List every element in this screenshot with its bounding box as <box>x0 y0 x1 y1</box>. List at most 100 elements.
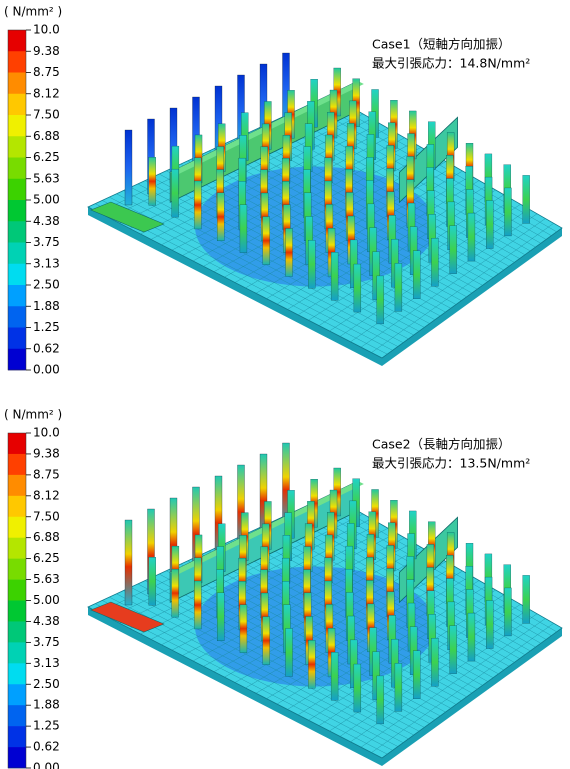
column <box>523 575 530 623</box>
legend-label: 4.38 <box>33 214 60 228</box>
legend-label: 1.88 <box>33 698 60 712</box>
legend-label: 2.50 <box>33 677 60 691</box>
legend-unit: ( N/mm² ) <box>4 408 62 422</box>
panel: ( N/mm² ) 10.0 9.38 8.75 8.12 7.50 6.88 6.25 5.6… <box>4 5 562 377</box>
legend-label: 5.00 <box>33 193 60 207</box>
column <box>217 593 224 641</box>
column <box>172 169 179 217</box>
legend-label: 3.75 <box>33 235 60 249</box>
column <box>395 263 402 311</box>
column <box>172 569 179 617</box>
legend-band <box>8 580 26 601</box>
legend-label: 1.88 <box>33 299 60 313</box>
legend-band <box>8 328 26 350</box>
legend-band <box>8 517 26 538</box>
case-title: Case2（長軸方向加振） <box>372 437 511 452</box>
column <box>413 651 420 699</box>
legend-label: 8.12 <box>33 86 60 100</box>
legend-band <box>8 433 26 454</box>
column <box>354 664 361 712</box>
legend-label: 6.25 <box>33 150 60 164</box>
column <box>263 617 270 665</box>
legend-band <box>8 747 26 768</box>
legend-unit: ( N/mm² ) <box>4 5 62 19</box>
column <box>486 201 493 249</box>
column <box>354 264 361 312</box>
legend-label: 6.88 <box>33 129 60 143</box>
legend-label: 3.13 <box>33 656 60 670</box>
column <box>377 276 384 324</box>
case-title: Case1（短軸方向加振） <box>372 37 511 52</box>
legend-band <box>8 285 26 307</box>
column <box>194 181 201 229</box>
legend-label: 6.25 <box>33 551 60 565</box>
legend-band <box>8 200 26 222</box>
legend-label: 8.75 <box>33 65 60 79</box>
column <box>431 238 438 286</box>
legend-label: 6.88 <box>33 530 60 544</box>
legend-band <box>8 30 26 52</box>
legend-band <box>8 621 26 642</box>
column <box>217 193 224 241</box>
column <box>468 213 475 261</box>
legend-band <box>8 179 26 201</box>
max-stress: 最大引張応力：13.5N/mm² <box>372 456 530 471</box>
column <box>431 638 438 686</box>
legend-band <box>8 136 26 158</box>
column <box>331 652 338 700</box>
legend-label: 1.25 <box>33 719 60 733</box>
legend-label: 10.0 <box>33 426 60 440</box>
column <box>308 640 315 688</box>
column <box>308 240 315 288</box>
legend-label: 5.63 <box>33 171 60 185</box>
legend-band <box>8 243 26 265</box>
legend-band <box>8 475 26 496</box>
column <box>523 175 530 223</box>
legend-band <box>8 94 26 116</box>
figure: ( N/mm² ) 10.0 9.38 8.75 8.12 7.50 6.88 6.25 5.6… <box>0 0 570 769</box>
legend-label: 10.0 <box>33 23 60 37</box>
column <box>450 626 457 674</box>
legend-band <box>8 601 26 622</box>
legend-label: 4.38 <box>33 614 60 628</box>
column <box>413 251 420 299</box>
column <box>331 252 338 300</box>
tall-column <box>125 130 132 205</box>
column <box>149 557 156 605</box>
max-stress: 最大引張応力：14.8N/mm² <box>372 56 530 71</box>
legend-label: 8.12 <box>33 488 60 502</box>
column <box>240 205 247 253</box>
legend-label: 1.25 <box>33 320 60 334</box>
legend-label: 0.00 <box>33 363 60 377</box>
column <box>395 663 402 711</box>
column <box>486 601 493 649</box>
legend-label: 8.75 <box>33 467 60 481</box>
column <box>194 581 201 629</box>
legend-band <box>8 51 26 73</box>
column <box>149 157 156 205</box>
column <box>504 588 511 636</box>
legend-label: 9.38 <box>33 44 60 58</box>
legend-band <box>8 73 26 95</box>
legend-band <box>8 454 26 475</box>
legend-band <box>8 264 26 286</box>
legend-label: 7.50 <box>33 108 60 122</box>
legend-band <box>8 158 26 180</box>
legend-band <box>8 705 26 726</box>
legend-band <box>8 538 26 559</box>
legend-label: 9.38 <box>33 446 60 460</box>
column <box>377 676 384 724</box>
legend-label: 5.63 <box>33 572 60 586</box>
legend-band <box>8 306 26 328</box>
column <box>240 605 247 653</box>
legend-band <box>8 726 26 747</box>
legend-label: 2.50 <box>33 278 60 292</box>
legend-band <box>8 642 26 663</box>
legend-band <box>8 663 26 684</box>
tall-column <box>125 520 132 605</box>
legend-label: 0.62 <box>33 341 60 355</box>
legend-label: 5.00 <box>33 593 60 607</box>
legend-band <box>8 349 26 371</box>
legend-band <box>8 496 26 517</box>
column <box>286 628 293 676</box>
